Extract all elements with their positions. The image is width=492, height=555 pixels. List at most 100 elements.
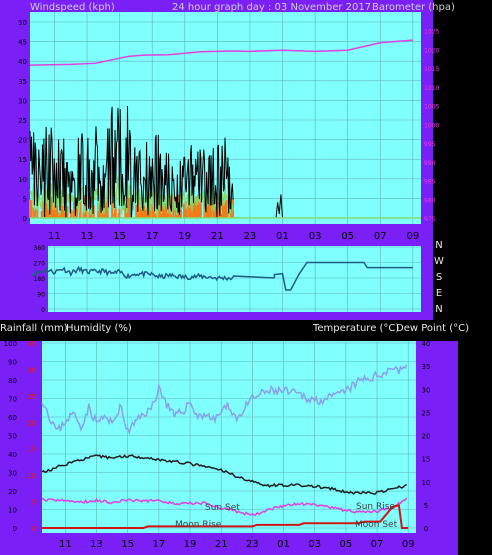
temp-tick-label: 30 xyxy=(422,386,431,394)
rainfall-line xyxy=(42,504,409,529)
temperature-label: Temperature (°C) xyxy=(312,323,399,334)
baro-y-tick-label: 1010 xyxy=(424,85,439,92)
wind-y-tick-label: 35 xyxy=(18,78,27,86)
wind-x-tick-label: 05 xyxy=(341,231,354,242)
wind-x-tick-label: 03 xyxy=(309,231,322,242)
rain-tick-label: 30 xyxy=(27,366,36,374)
dir-y-tick-label: 360 xyxy=(34,245,46,252)
temp-x-tick-label: 13 xyxy=(90,539,103,550)
humidity-tick-label: 0 xyxy=(13,525,17,533)
rain-tick-label: 15 xyxy=(27,446,36,454)
baro-y-tick-label: 985 xyxy=(424,179,436,186)
moon-set-label: Moon Set xyxy=(355,520,398,530)
sun-rise-label: Sun Rise xyxy=(356,502,395,512)
compass-label: S xyxy=(436,272,442,283)
baro-y-tick-label: 1020 xyxy=(424,47,439,54)
rain-tick-label: 10 xyxy=(27,472,36,480)
temp-tick-label: 20 xyxy=(422,433,431,441)
temp-tick-label: 15 xyxy=(422,456,431,464)
rain-tick-label: 20 xyxy=(27,419,36,427)
dir-y-tick-label: 0 xyxy=(41,307,45,314)
dew-point-label: Dew Point (°C) xyxy=(396,323,469,334)
temperature-panel: 11 13 15 17 19 21 23 01 03 05 07 090102030405060708… xyxy=(4,340,431,550)
wind-y-tick-label: 15 xyxy=(18,156,27,164)
temp-x-tick-label: 19 xyxy=(184,539,197,550)
wind-x-tick-label: 09 xyxy=(406,231,419,242)
baro-y-tick-label: 995 xyxy=(424,141,436,148)
wind-y-tick-label: 40 xyxy=(18,58,27,66)
temp-x-tick-label: 07 xyxy=(371,539,384,550)
humidity-tick-label: 70 xyxy=(8,396,17,404)
humidity-tick-label: 40 xyxy=(8,451,17,459)
wind-direction-line xyxy=(30,265,275,282)
wind-x-tick-label: 15 xyxy=(113,231,126,242)
compass-label: N xyxy=(435,304,442,315)
wind-x-tick-label: 13 xyxy=(81,231,94,242)
temp-tick-label: 35 xyxy=(422,363,431,371)
compass-label: E xyxy=(436,288,442,299)
humidity-tick-label: 20 xyxy=(8,488,17,496)
wind-x-tick-label: 17 xyxy=(146,231,159,242)
wind-x-tick-label: 19 xyxy=(178,231,191,242)
dir-y-tick-label: 180 xyxy=(34,276,46,283)
temp-x-tick-label: 15 xyxy=(121,539,134,550)
wind-y-tick-label: 25 xyxy=(18,117,27,125)
rain-tick-label: 35 xyxy=(27,340,36,348)
temp-x-tick-label: 05 xyxy=(340,539,353,550)
rain-tick-label: 25 xyxy=(27,393,36,401)
temp-x-tick-label: 09 xyxy=(402,539,415,550)
sun-set-label: Sun Set xyxy=(205,503,240,513)
humidity-tick-label: 100 xyxy=(4,340,17,348)
wind-y-tick-label: 30 xyxy=(18,97,27,105)
baro-y-tick-label: 1005 xyxy=(424,104,439,111)
dir-y-tick-label: 270 xyxy=(34,261,46,268)
wind-speed-line xyxy=(29,105,234,218)
humidity-tick-label: 80 xyxy=(8,377,17,385)
barometer-line xyxy=(29,39,413,66)
humidity-label: Humidity (%) xyxy=(66,323,132,334)
humidity-tick-label: 30 xyxy=(8,470,17,478)
baro-y-tick-label: 990 xyxy=(424,160,436,167)
header-center: 24 hour graph day : 03 November 2017 xyxy=(172,2,371,13)
compass-label: W xyxy=(434,256,444,267)
wind-x-tick-label: 01 xyxy=(276,231,289,242)
header-left: Windspeed (kph) xyxy=(30,2,115,13)
baro-y-tick-label: 1015 xyxy=(424,66,439,73)
temp-tick-label: 5 xyxy=(424,502,428,510)
wind-y-tick-label: 0 xyxy=(23,215,27,223)
compass-label: N xyxy=(435,240,442,251)
humidity-line xyxy=(41,364,408,436)
temp-x-tick-label: 17 xyxy=(153,539,166,550)
temp-tick-label: 0 xyxy=(424,525,428,533)
temp-tick-label: 40 xyxy=(422,340,431,348)
dew-point-line xyxy=(41,497,408,516)
wind-y-tick-label: 10 xyxy=(18,176,27,184)
wind-x-tick-label: 11 xyxy=(48,231,61,242)
wind-speed-late-line xyxy=(275,194,284,219)
baro-y-tick-label: 1025 xyxy=(424,29,439,36)
wind-x-tick-label: 07 xyxy=(374,231,387,242)
baro-y-tick-label: 1000 xyxy=(424,122,439,129)
wind-y-tick-label: 20 xyxy=(18,137,27,145)
humidity-tick-label: 10 xyxy=(8,507,17,515)
wind-y-tick-label: 45 xyxy=(18,39,27,47)
dir-y-tick-label: 90 xyxy=(37,292,45,299)
direction-plot-area xyxy=(48,246,421,312)
temp-tick-label: 25 xyxy=(422,409,431,417)
rain-tick-label: 5 xyxy=(32,499,36,507)
humidity-tick-label: 90 xyxy=(8,359,17,367)
wind-y-tick-label: 5 xyxy=(23,195,27,203)
wind-y-tick-label: 50 xyxy=(18,19,27,27)
humidity-tick-label: 60 xyxy=(8,414,17,422)
temp-tick-label: 10 xyxy=(422,479,431,487)
temp-x-tick-label: 23 xyxy=(246,539,259,550)
temp-x-tick-label: 03 xyxy=(308,539,321,550)
wind-barometer-panel: 11 13 15 17 19 21 23 01 03 05 07 090510152025303540… xyxy=(18,12,439,242)
rain-tick-label: 0 xyxy=(32,525,36,533)
wind-direction-line xyxy=(273,261,413,291)
rain-label: Rainfall (mm) xyxy=(0,323,68,334)
baro-y-tick-label: 975 xyxy=(424,216,436,223)
temp-x-tick-label: 21 xyxy=(215,539,228,550)
